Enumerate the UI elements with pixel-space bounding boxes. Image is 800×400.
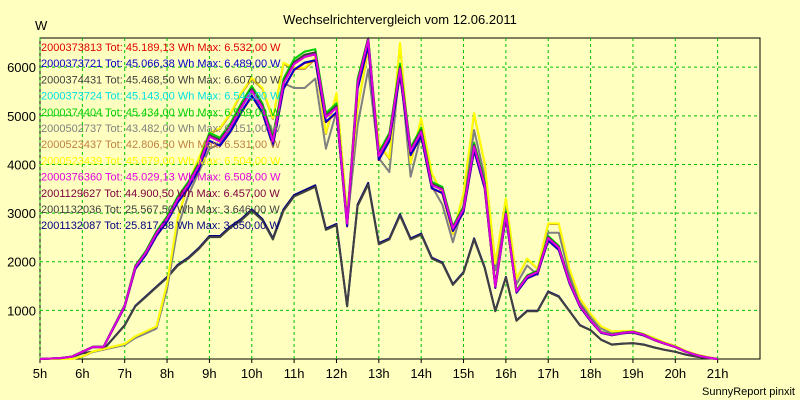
x-tick-label: 10h (241, 366, 263, 381)
y-tick-label: 3000 (7, 206, 36, 221)
x-tick-label: 13h (368, 366, 390, 381)
legend-entry-6: 2000502737 Tot: 43.482,00 Wh Max: 6.151,… (41, 123, 281, 135)
x-tick-label: 15h (453, 366, 475, 381)
legend-entry-1: 2000373813 Tot: 45.189,13 Wh Max: 6.532,… (41, 42, 281, 54)
series-line-9 (39, 38, 718, 360)
grid-layer (39, 38, 760, 359)
x-tick-label: 12h (326, 366, 348, 381)
y-tick-label: 1000 (7, 303, 36, 318)
x-tick-label: 16h (495, 366, 517, 381)
x-tick-label: 11h (284, 366, 305, 381)
y-tick-label: 2000 (7, 255, 36, 270)
legend-entry-11: 2001132036 Tot: 25.567,50 Wh Max: 3.646,… (41, 204, 280, 216)
legend-entry-2: 2000373721 Tot: 45.066,38 Wh Max: 6.489,… (41, 58, 281, 70)
legend-entry-8: 2000523439 Tot: 45.679,00 Wh Max: 6.504,… (41, 155, 281, 167)
series-line-8 (40, 41, 718, 360)
x-tick-label: 14h (410, 366, 432, 381)
y-tick-label: 5000 (7, 109, 36, 124)
legend-entry-7: 2000523437 Tot: 42.806,50 Wh Max: 6.531,… (41, 139, 281, 151)
series-line-6 (40, 63, 718, 360)
legend-entry-10: 2001129627 Tot: 44.900,50 Wh Max: 6.457,… (41, 188, 280, 200)
footer-credit: SunnyReport pinxit (702, 386, 795, 398)
x-tick-label: 9h (202, 366, 216, 381)
axis-layer: 1000 2000 3000 4000 5000 6000 5h 6h 7h 8h 9h 10h 11h… (7, 60, 728, 381)
legend-entry-12: 2001132087 Tot: 25.817,38 Wh Max: 3.650,… (41, 220, 280, 232)
x-tick-label: 19h (622, 366, 644, 381)
legend-entry-5: 2000374404 Tot: 45.434,00 Wh Max: 6.569,… (41, 107, 281, 119)
x-tick-label: 6h (75, 366, 89, 381)
x-tick-label: 21h (707, 366, 729, 381)
x-tick-label: 20h (664, 366, 686, 381)
legend: 2000373813 Tot: 45.189,13 Wh Max: 6.532,… (41, 42, 281, 232)
y-tick-label: 4000 (7, 157, 36, 172)
legend-entry-9: 2000376360 Tot: 45.029,13 Wh Max: 6.508,… (41, 172, 281, 184)
y-axis-unit: W (35, 18, 48, 33)
x-tick-label: 7h (117, 366, 131, 381)
legend-entry-3: 2000374431 Tot: 45.468,50 Wh Max: 6.607,… (41, 74, 281, 86)
y-tick-label: 6000 (7, 60, 36, 75)
x-tick-label: 17h (537, 366, 559, 381)
plot-area-frame (39, 37, 761, 360)
legend-entry-4: 2000373724 Tot: 45.143,00 Wh Max: 6.544,… (41, 91, 281, 103)
chart-title: Wechselrichtervergleich vom 12.06.2011 (283, 12, 517, 27)
x-tick-label: 18h (580, 366, 602, 381)
x-tick-label: 5h (33, 366, 47, 381)
x-tick-label: 8h (160, 366, 174, 381)
series-layer (39, 37, 718, 360)
